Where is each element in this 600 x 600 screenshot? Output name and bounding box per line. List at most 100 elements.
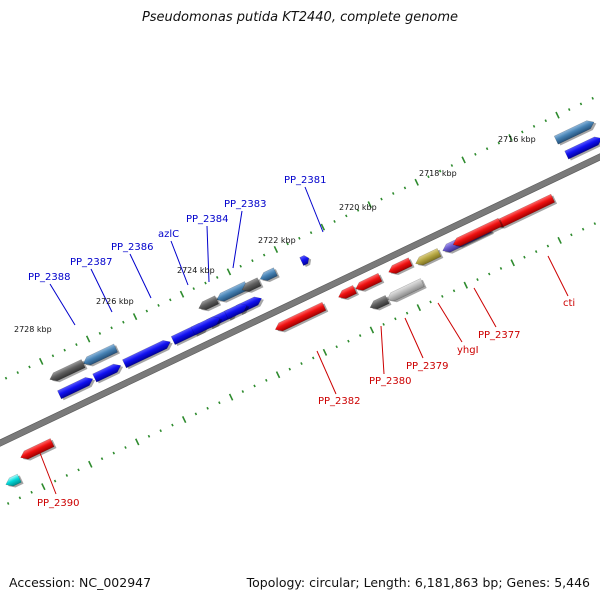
gene-arrow[interactable]: [553, 118, 596, 145]
ruler-major-tick: [557, 236, 562, 244]
ruler-dot: [488, 272, 491, 276]
ruler-label-2728: 2728 kbp: [14, 325, 52, 334]
gene-arrow[interactable]: [81, 343, 118, 368]
gene-label-pp2384[interactable]: PP_2384: [186, 214, 229, 225]
ruler-dot: [450, 164, 454, 167]
ruler-dot: [206, 406, 209, 410]
ruler-labels: 2716 kbp 2718 kbp 2720 kbp 2722 kbp 2724…: [14, 135, 536, 334]
gene-label-pp2379[interactable]: PP_2379: [406, 361, 449, 372]
gene-label-pp2383[interactable]: PP_2383: [224, 199, 267, 210]
ruler-dot: [485, 147, 489, 151]
leader-line: [232, 210, 243, 269]
ruler-label-2722: 2722 kbp: [258, 236, 296, 245]
gene-arrow[interactable]: [92, 361, 123, 383]
leader-line: [404, 317, 424, 359]
reverse-gene-labels: cti PP_2377 yhgI PP_2379 PP_2380 PP_2382…: [37, 298, 575, 509]
ruler-dot: [579, 102, 583, 106]
ruler-major-tick: [414, 178, 419, 186]
ruler-dot: [218, 401, 221, 405]
ruler-dot: [534, 250, 538, 254]
ruler-dot: [6, 502, 10, 505]
ruler-dot: [157, 303, 160, 307]
ruler-major-tick: [273, 245, 279, 253]
ruler-dot: [171, 423, 174, 427]
gene-label-cti[interactable]: cti: [563, 298, 575, 309]
ruler-dot: [63, 348, 66, 352]
ruler-dot: [192, 287, 195, 291]
ruler-dot: [347, 339, 350, 343]
gene-label-pp2387[interactable]: PP_2387: [70, 257, 113, 268]
gene-arrow[interactable]: [337, 284, 358, 301]
gene-label-pp2377[interactable]: PP_2377: [478, 330, 521, 341]
ruler-dot: [497, 141, 501, 145]
gene-label-pp2390[interactable]: PP_2390: [37, 498, 80, 509]
gene-arrow[interactable]: [240, 277, 262, 294]
gene-arrow[interactable]: [368, 294, 390, 311]
leader-line: [547, 255, 569, 297]
ruler-dot: [546, 244, 550, 248]
ruler-dot: [300, 362, 303, 365]
ruler-dot: [288, 367, 292, 371]
ruler-dot: [100, 457, 104, 461]
ruler-dot: [356, 208, 360, 212]
ruler-dot: [394, 317, 397, 321]
ruler-major-tick: [555, 111, 560, 119]
ruler-dot: [427, 175, 430, 179]
ruler-label-2720: 2720 kbp: [339, 203, 377, 212]
ruler-major-tick: [510, 259, 515, 267]
ruler-inner: [6, 222, 597, 505]
gene-label-pp2382[interactable]: PP_2382: [318, 396, 361, 407]
ruler-dot: [499, 266, 503, 270]
ruler-major-tick: [41, 483, 46, 491]
ruler-dot: [405, 311, 409, 315]
gene-arrow[interactable]: [564, 134, 600, 160]
gene-arrow[interactable]: [273, 301, 327, 333]
gene-arrow[interactable]: [57, 375, 94, 400]
ruler-label-2716: 2716 kbp: [498, 135, 536, 144]
ruler-dot: [474, 152, 477, 156]
gene-arrow[interactable]: [299, 254, 311, 266]
gene-arrow[interactable]: [122, 338, 172, 369]
gene-label-pp2386[interactable]: PP_2386: [111, 242, 154, 253]
ruler-dot: [53, 479, 57, 483]
gene-label-yhgi[interactable]: yhgI: [457, 345, 479, 356]
ruler-major-tick: [179, 290, 185, 298]
ruler-dot: [441, 294, 444, 298]
gene-label-azlc[interactable]: azlC: [158, 229, 179, 240]
leader-line: [380, 325, 385, 375]
gene-arrow[interactable]: [19, 438, 55, 461]
ruler-major-tick: [85, 335, 91, 343]
ruler-dot: [77, 468, 80, 472]
gene-arrow[interactable]: [385, 278, 425, 304]
ruler-dot: [265, 378, 268, 382]
gene-arrow[interactable]: [4, 473, 22, 489]
gene-arrow[interactable]: [414, 248, 442, 267]
ruler-dot: [18, 496, 22, 500]
ruler-dot: [298, 236, 301, 240]
ruler-dot: [429, 300, 432, 304]
ruler-dot: [544, 119, 548, 123]
ruler-dot: [75, 343, 78, 347]
gene-arrow[interactable]: [224, 301, 249, 320]
ruler-dot: [476, 278, 479, 282]
leader-line: [170, 240, 189, 286]
gene-arrow[interactable]: [387, 257, 413, 276]
ruler-dot: [124, 446, 127, 449]
gene-arrow[interactable]: [190, 314, 222, 336]
gene-label-pp2380[interactable]: PP_2380: [369, 376, 412, 387]
leader-line: [206, 225, 210, 283]
gene-arrow[interactable]: [451, 217, 503, 249]
ruler-dot: [335, 345, 338, 349]
gene-arrow[interactable]: [48, 359, 86, 383]
gene-label-pp2388[interactable]: PP_2388: [28, 272, 71, 283]
ruler-dot: [253, 384, 256, 388]
ruler-major-tick: [88, 460, 93, 468]
ruler-major-tick: [228, 393, 234, 401]
gene-arrow[interactable]: [258, 267, 278, 283]
gene-arrow[interactable]: [354, 272, 383, 293]
gene-arrow[interactable]: [197, 295, 220, 313]
gene-label-pp2381[interactable]: PP_2381: [284, 175, 327, 186]
leader-line: [473, 287, 497, 328]
ruler-major-tick: [320, 223, 326, 231]
